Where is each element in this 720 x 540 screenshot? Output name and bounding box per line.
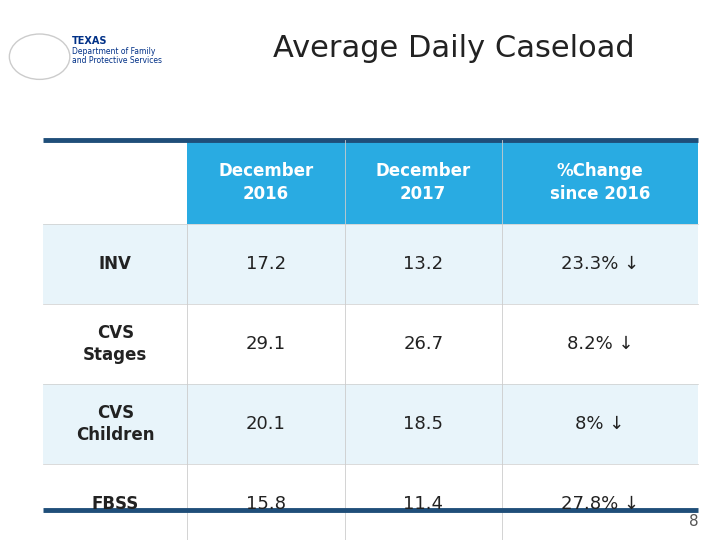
FancyBboxPatch shape	[43, 464, 187, 540]
Text: 23.3% ↓: 23.3% ↓	[561, 255, 639, 273]
Text: 17.2: 17.2	[246, 255, 286, 273]
FancyBboxPatch shape	[345, 464, 502, 540]
Text: 18.5: 18.5	[403, 415, 444, 433]
FancyBboxPatch shape	[345, 304, 502, 384]
Text: December
2017: December 2017	[376, 162, 471, 202]
FancyBboxPatch shape	[502, 304, 698, 384]
Text: Average Daily Caseload: Average Daily Caseload	[273, 34, 634, 63]
FancyBboxPatch shape	[43, 384, 187, 464]
Text: 8.2% ↓: 8.2% ↓	[567, 335, 634, 353]
Text: INV: INV	[99, 255, 132, 273]
Text: 20.1: 20.1	[246, 415, 286, 433]
Text: 15.8: 15.8	[246, 495, 286, 513]
FancyBboxPatch shape	[187, 464, 345, 540]
Text: 11.4: 11.4	[403, 495, 444, 513]
FancyBboxPatch shape	[345, 384, 502, 464]
FancyBboxPatch shape	[187, 224, 345, 304]
Text: 8: 8	[689, 514, 698, 529]
Text: and Protective Services: and Protective Services	[72, 56, 162, 65]
Text: FBSS: FBSS	[91, 495, 139, 513]
Text: 26.7: 26.7	[403, 335, 444, 353]
Text: 13.2: 13.2	[403, 255, 444, 273]
Text: TEXAS: TEXAS	[72, 36, 107, 45]
Text: CVS
Stages: CVS Stages	[83, 324, 148, 364]
FancyBboxPatch shape	[187, 140, 345, 224]
Text: CVS
Children: CVS Children	[76, 404, 155, 444]
FancyBboxPatch shape	[187, 384, 345, 464]
FancyBboxPatch shape	[502, 140, 698, 224]
FancyBboxPatch shape	[43, 140, 187, 224]
FancyBboxPatch shape	[502, 384, 698, 464]
FancyBboxPatch shape	[502, 224, 698, 304]
FancyBboxPatch shape	[345, 224, 502, 304]
FancyBboxPatch shape	[43, 304, 187, 384]
FancyBboxPatch shape	[502, 464, 698, 540]
FancyBboxPatch shape	[345, 140, 502, 224]
Text: 8% ↓: 8% ↓	[575, 415, 625, 433]
FancyBboxPatch shape	[187, 304, 345, 384]
Text: 27.8% ↓: 27.8% ↓	[561, 495, 639, 513]
Text: %Change
since 2016: %Change since 2016	[550, 162, 650, 202]
Text: December
2016: December 2016	[218, 162, 314, 202]
Text: 29.1: 29.1	[246, 335, 286, 353]
FancyBboxPatch shape	[43, 224, 187, 304]
Text: Department of Family: Department of Family	[72, 47, 156, 56]
